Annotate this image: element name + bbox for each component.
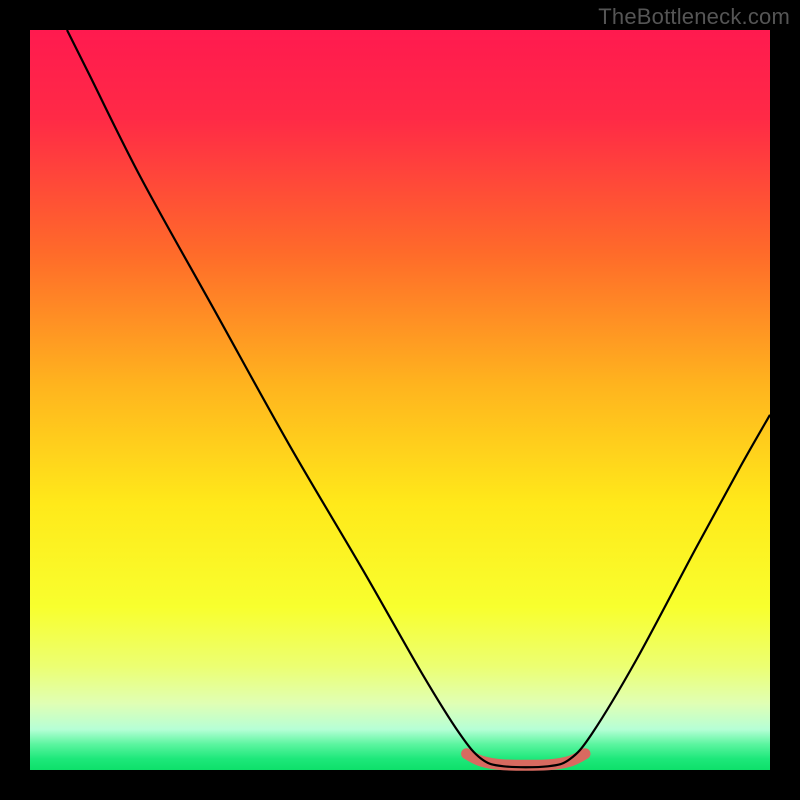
watermark-text: TheBottleneck.com	[598, 4, 790, 30]
chart-container: TheBottleneck.com	[0, 0, 800, 800]
plot-background-gradient	[30, 30, 770, 770]
bottleneck-chart	[0, 0, 800, 800]
